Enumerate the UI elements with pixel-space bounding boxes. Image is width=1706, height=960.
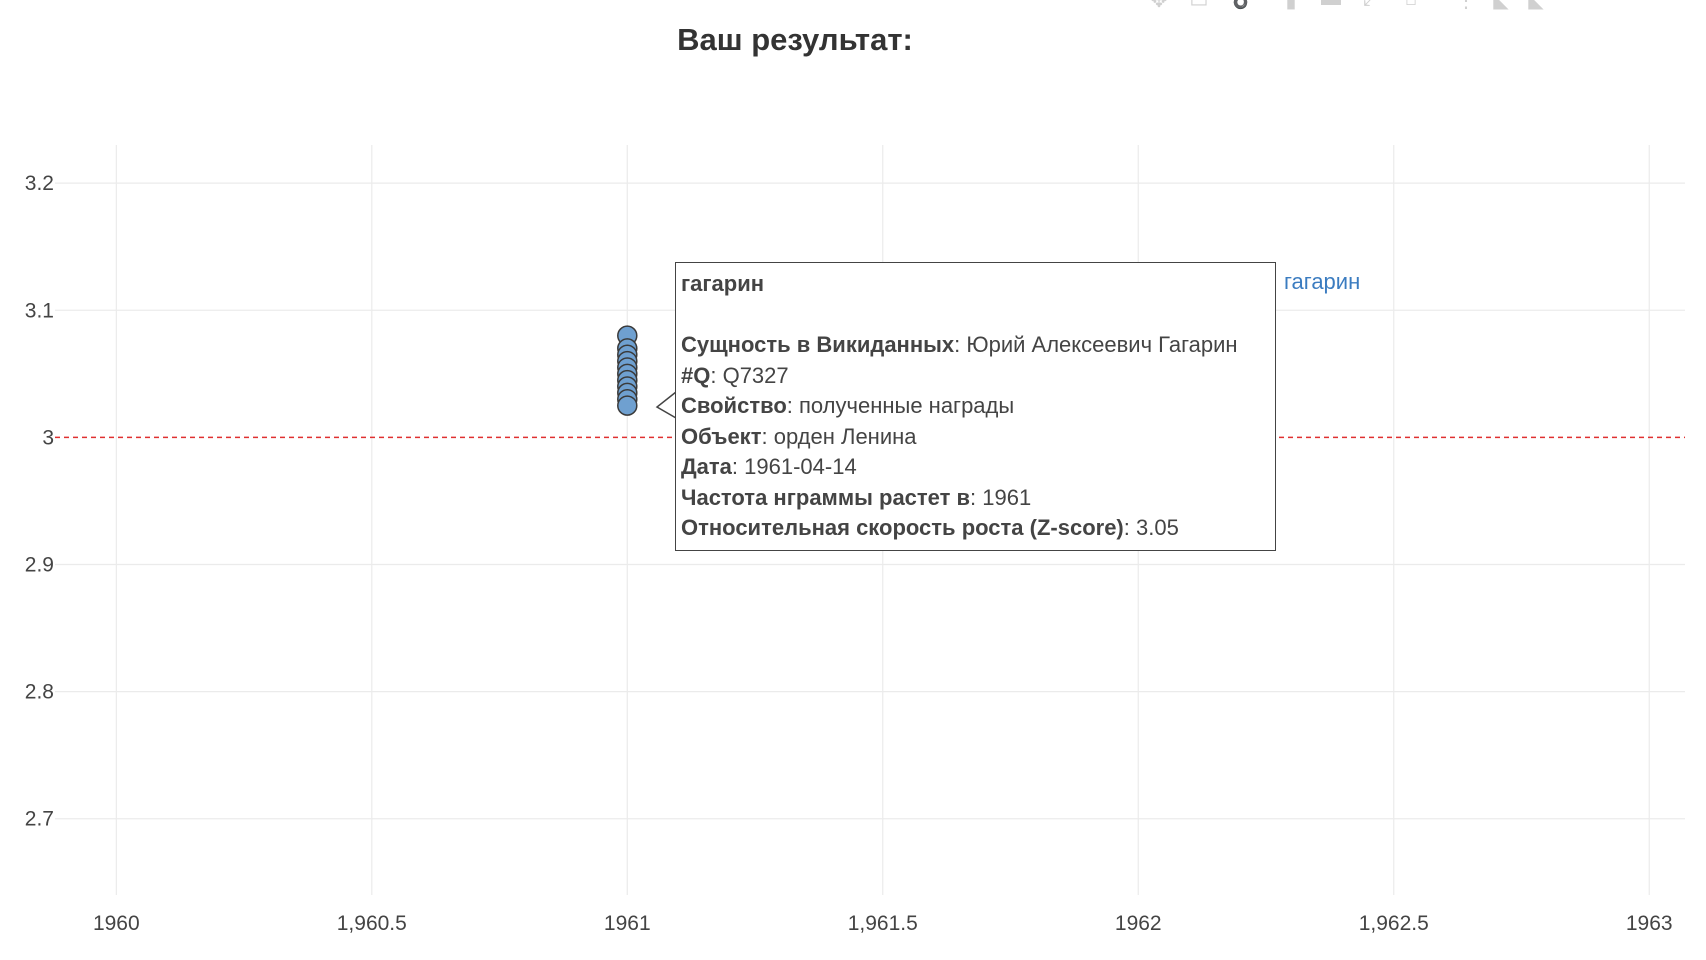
- tooltip-row-ngram-year: Частота нграммы растет в: 1961: [681, 484, 1032, 510]
- y-tick-label: 3: [42, 426, 54, 449]
- x-axis-ticks: 1960 1,960.5 1961 1,961.5 1962 1,962.5 1963: [93, 912, 1673, 935]
- y-tick-label: 3.2: [25, 172, 54, 195]
- reset-axes-icon[interactable]: ⌂: [1400, 0, 1422, 10]
- hover-compare-icon[interactable]: ◣: [1528, 0, 1544, 12]
- tooltip-row-object: Объект: орден Ленина: [681, 423, 917, 449]
- tooltip-row-date: Дата: 1961-04-14: [681, 454, 857, 479]
- pan-icon[interactable]: ✥: [1150, 0, 1168, 12]
- tooltip-series-name: гагарин: [1280, 267, 1371, 297]
- tooltip-title: гагарин: [681, 271, 765, 296]
- y-tick-label: 2.7: [25, 808, 54, 831]
- spike-lines-icon[interactable]: ⋮: [1456, 0, 1476, 12]
- tooltip-pointer: [655, 391, 677, 419]
- modebar: ◉ ⚲ ✥ ▭ ➰ ▮ ▬ ⤢ ⌂ ⋮ ◣ ◣: [1150, 0, 1706, 12]
- autoscale-icon[interactable]: ⤢: [1360, 0, 1382, 10]
- y-axis-ticks: 2.7 2.8 2.9 3 3.1 3.2: [25, 172, 54, 831]
- x-tick-label: 1960: [93, 912, 140, 935]
- x-tick-label: 1961: [604, 912, 651, 935]
- x-tick-label: 1962: [1115, 912, 1162, 935]
- x-tick-label: 1963: [1626, 912, 1673, 935]
- tooltip-row-qid: #Q: Q7327: [681, 362, 789, 388]
- zoom-out-icon[interactable]: ▬: [1320, 0, 1342, 10]
- x-tick-label: 1,960.5: [337, 912, 407, 935]
- x-tick-label: 1,962.5: [1359, 912, 1429, 935]
- hover-closest-icon[interactable]: ◣: [1493, 0, 1509, 12]
- data-point[interactable]: [617, 395, 638, 416]
- y-tick-label: 2.8: [25, 681, 54, 704]
- lasso-select-icon[interactable]: ➰: [1228, 0, 1253, 12]
- hover-tooltip: гагарин Сущность в Викиданных: Юрий Алек…: [675, 262, 1276, 551]
- tooltip-row-entity: Сущность в Викиданных: Юрий Алексеевич Г…: [681, 332, 1238, 357]
- box-select-icon[interactable]: ▭: [1189, 0, 1209, 12]
- tooltip-row-zscore: Относительная скорость роста (Z-score): …: [681, 515, 1179, 540]
- y-tick-label: 2.9: [25, 553, 54, 576]
- zoom-in-icon[interactable]: ▮: [1285, 0, 1297, 12]
- x-tick-label: 1,961.5: [848, 912, 918, 935]
- y-tick-label: 3.1: [25, 299, 54, 322]
- tooltip-row-property: Свойство: полученные награды: [681, 393, 1015, 418]
- chart-title: Ваш результат:: [677, 22, 913, 57]
- data-points[interactable]: [617, 325, 638, 416]
